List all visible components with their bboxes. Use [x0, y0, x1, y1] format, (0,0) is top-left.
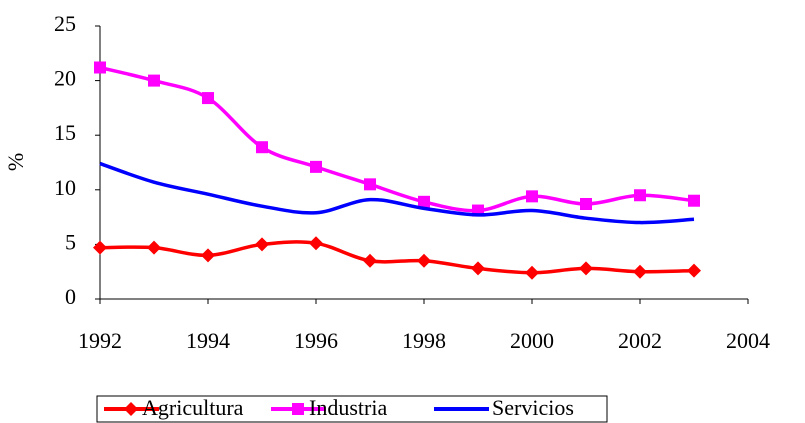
y-tick-label: 25 [54, 11, 76, 36]
point [633, 264, 647, 279]
y-tick-label: 15 [54, 120, 76, 145]
series-line [99, 240, 695, 275]
point [526, 190, 538, 203]
legend-label: Agricultura [142, 395, 244, 420]
legend-label: Servicios [492, 395, 574, 420]
point [579, 261, 593, 276]
point [309, 236, 323, 251]
y-axis-label: % [3, 153, 28, 171]
x-tick-label: 2002 [618, 328, 662, 353]
point [364, 178, 376, 191]
x-tick-label: 2000 [510, 328, 554, 353]
point [202, 92, 214, 105]
x-tick-label: 1992 [78, 328, 122, 353]
point [363, 253, 377, 268]
point [292, 403, 304, 415]
x-tick-label: 2004 [726, 328, 770, 353]
point [525, 265, 539, 280]
point [147, 240, 161, 255]
point [580, 197, 592, 210]
x-tick-label: 1996 [294, 328, 338, 353]
x-tick-label: 1998 [402, 328, 446, 353]
legend-box [96, 395, 608, 423]
point [471, 261, 485, 276]
point [256, 141, 268, 154]
y-tick-label: 10 [54, 175, 76, 200]
legend-label: Industria [309, 395, 387, 420]
point [148, 74, 160, 87]
point [418, 195, 430, 208]
point [94, 61, 106, 74]
point [634, 189, 646, 202]
x-tick-label: 1994 [186, 328, 230, 353]
point [310, 160, 322, 173]
point [688, 194, 700, 207]
point [93, 240, 107, 255]
point [255, 237, 269, 252]
point [124, 402, 138, 416]
point [417, 253, 431, 268]
y-tick-label: 0 [65, 284, 76, 309]
series-line [99, 161, 695, 225]
point [687, 263, 701, 278]
point [201, 248, 215, 263]
y-tick-label: 20 [54, 66, 76, 91]
y-tick-label: 5 [65, 229, 76, 254]
